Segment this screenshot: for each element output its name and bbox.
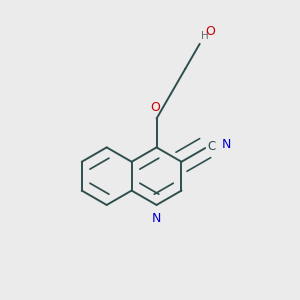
Text: O: O: [206, 25, 215, 38]
Text: N: N: [222, 138, 232, 151]
Text: N: N: [152, 212, 161, 225]
Text: C: C: [208, 140, 216, 153]
Text: O: O: [150, 101, 160, 114]
Text: H: H: [201, 31, 209, 40]
